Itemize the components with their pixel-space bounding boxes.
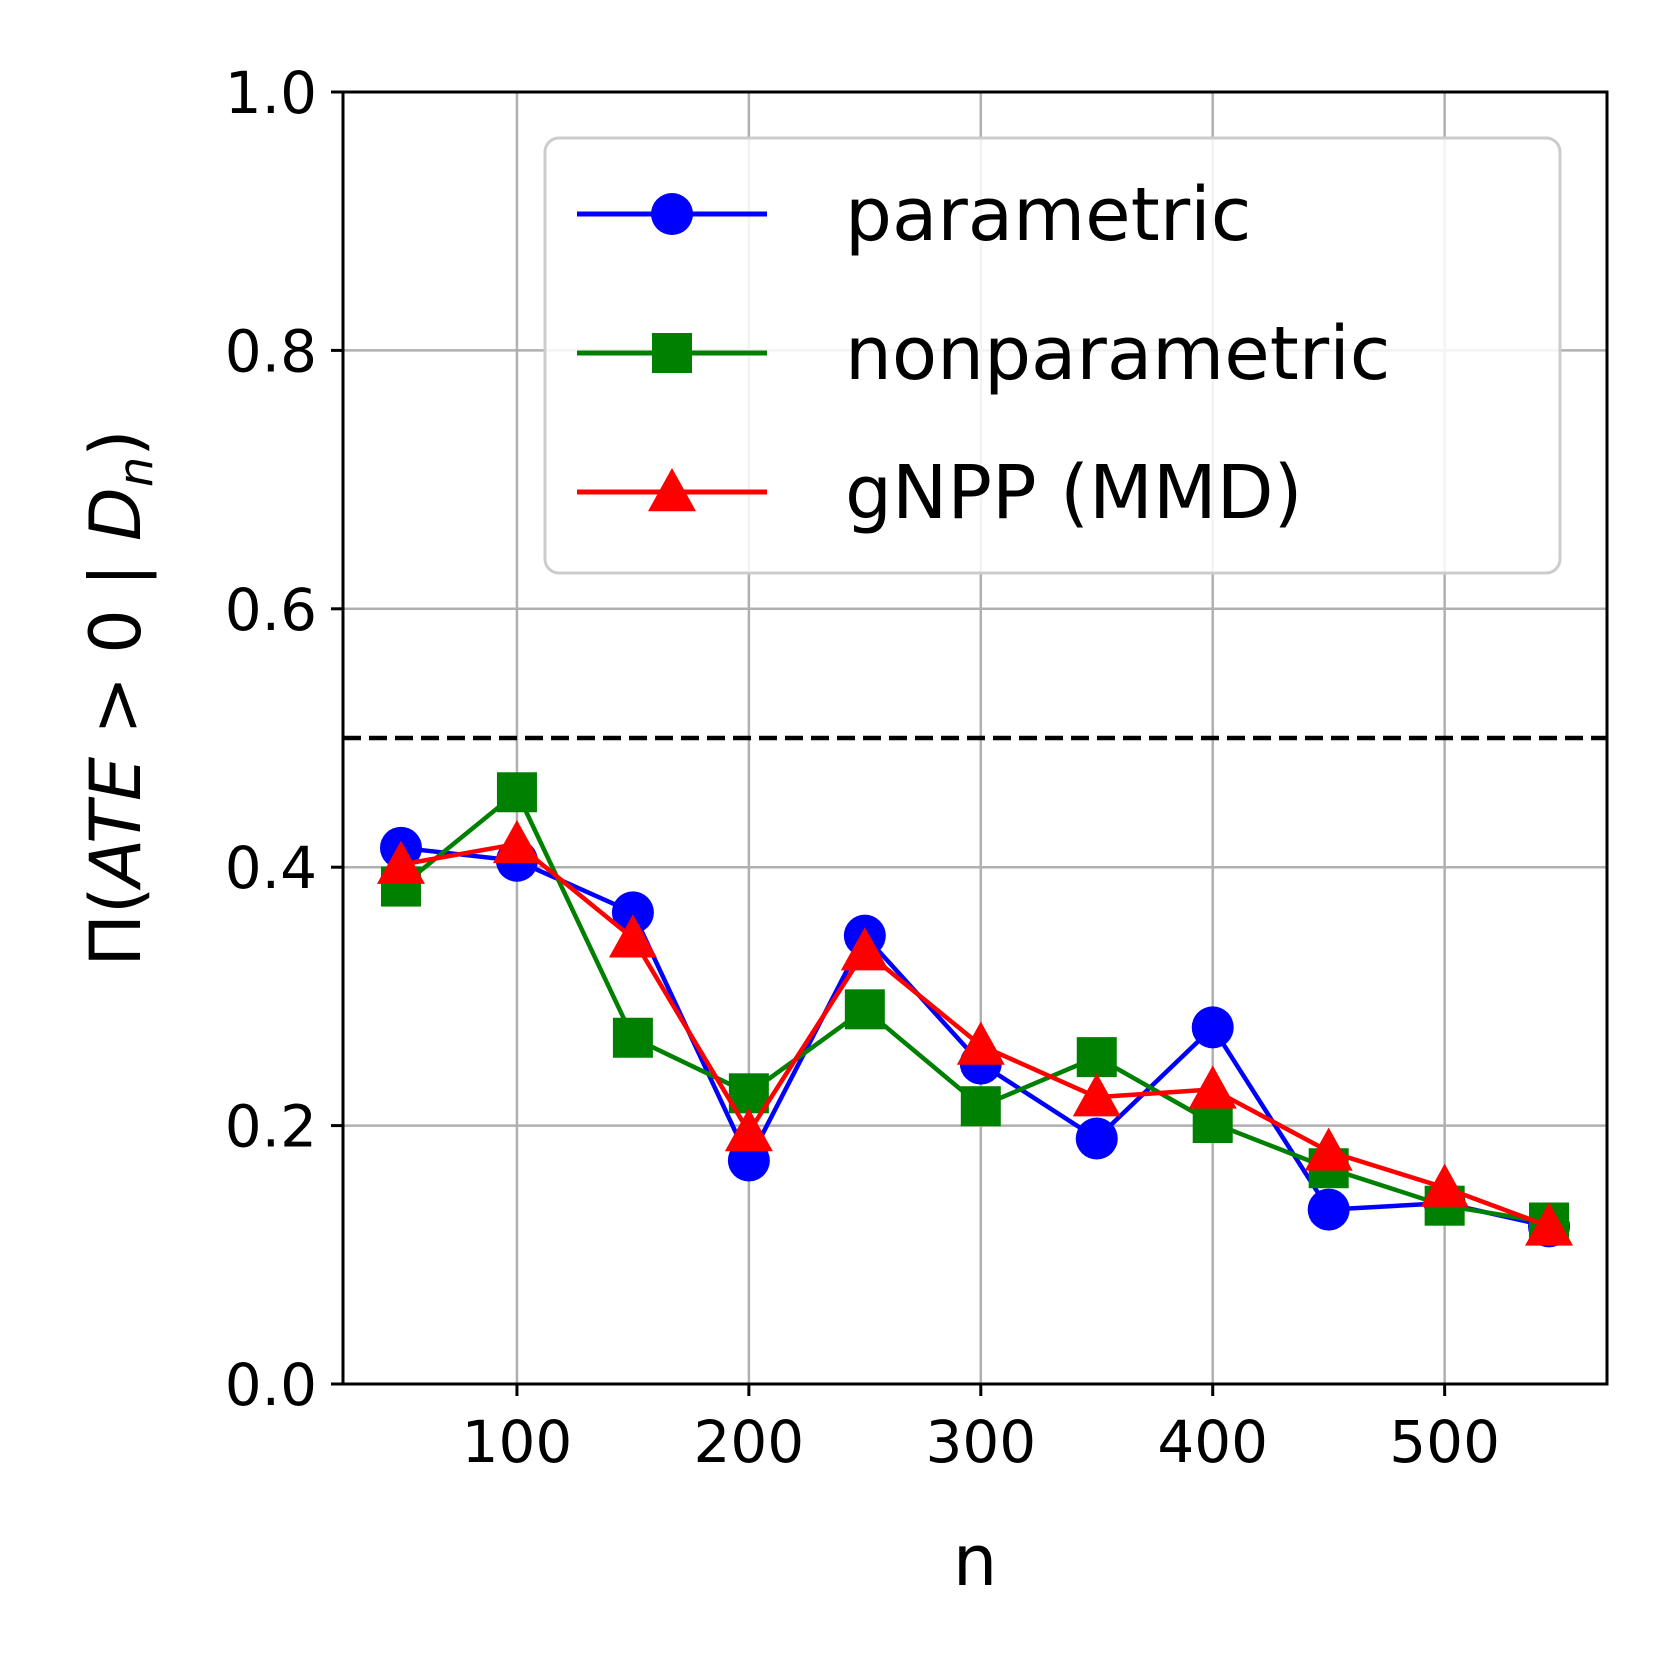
- series-nonparametric: [380, 772, 1570, 1243]
- legend-marker-square: [652, 333, 692, 373]
- legend-box: [543, 136, 1562, 575]
- y-label-suffix: ): [75, 429, 157, 456]
- y-tick-label: 0.2: [225, 1093, 317, 1161]
- data-point-square: [612, 1017, 653, 1058]
- ticks-group: 100 200 300 400 500 0.0 0.2 0.4 0.6 0.8 1.0: [225, 59, 1500, 1476]
- y-tick-label: 0.0: [225, 1351, 317, 1419]
- y-tick-label: 0.8: [225, 317, 317, 385]
- data-point-circle: [1075, 1117, 1118, 1160]
- y-axis-label: Π(ATE > 0 | Dn): [75, 429, 164, 966]
- data-point-square: [1076, 1037, 1117, 1078]
- y-label-ate: ATE: [75, 756, 157, 891]
- y-label-middle: > 0 |: [75, 541, 157, 757]
- data-point-triangle: [1420, 1163, 1469, 1207]
- plot-frame: [341, 90, 1609, 1386]
- legend-marker-triangle: [648, 468, 696, 512]
- y-label-subscript: n: [108, 457, 164, 487]
- data-point-triangle: [956, 1021, 1005, 1065]
- y-tick-label: 1.0: [225, 59, 317, 127]
- x-axis-label: n: [953, 1520, 997, 1602]
- y-tick-label: 0.4: [225, 834, 317, 902]
- legend: parametric nonparametric gNPP (MMD): [543, 136, 1562, 575]
- y-label-d: D: [75, 487, 157, 541]
- data-point-triangle: [724, 1108, 773, 1152]
- series-gnpp-mmd-: [376, 819, 1574, 1246]
- data-point-square: [1192, 1103, 1233, 1144]
- data-point-triangle: [1525, 1202, 1574, 1246]
- legend-label: gNPP (MMD): [845, 450, 1303, 536]
- legend-label: parametric: [845, 172, 1251, 258]
- data-point-triangle: [1304, 1127, 1353, 1171]
- y-tick-label: 0.6: [225, 576, 317, 644]
- series-group: [376, 772, 1574, 1248]
- data-point-triangle: [492, 819, 541, 864]
- legend-entry: parametric: [577, 172, 1251, 258]
- legend-marker-circle: [651, 193, 693, 235]
- data-point-circle: [1307, 1188, 1350, 1231]
- data-point-square: [960, 1086, 1001, 1127]
- legend-label: nonparametric: [845, 311, 1390, 397]
- data-point-square: [844, 989, 885, 1030]
- data-point-triangle: [376, 840, 425, 884]
- x-tick-label: 300: [925, 1408, 1036, 1476]
- y-label-prefix: Π(: [75, 887, 157, 967]
- data-point-circle: [1191, 1006, 1234, 1049]
- data-point-triangle: [840, 927, 889, 971]
- x-tick-label: 400: [1157, 1408, 1268, 1476]
- data-point-circle: [611, 891, 654, 934]
- x-tick-label: 200: [694, 1408, 805, 1476]
- x-tick-label: 500: [1389, 1408, 1500, 1476]
- legend-entry: gNPP (MMD): [577, 450, 1303, 536]
- data-point-triangle: [608, 914, 657, 958]
- x-tick-label: 100: [462, 1408, 573, 1476]
- legend-entry: nonparametric: [577, 311, 1390, 397]
- data-point-square: [496, 772, 537, 813]
- data-point-triangle: [1188, 1065, 1237, 1109]
- data-point-triangle: [1072, 1073, 1121, 1117]
